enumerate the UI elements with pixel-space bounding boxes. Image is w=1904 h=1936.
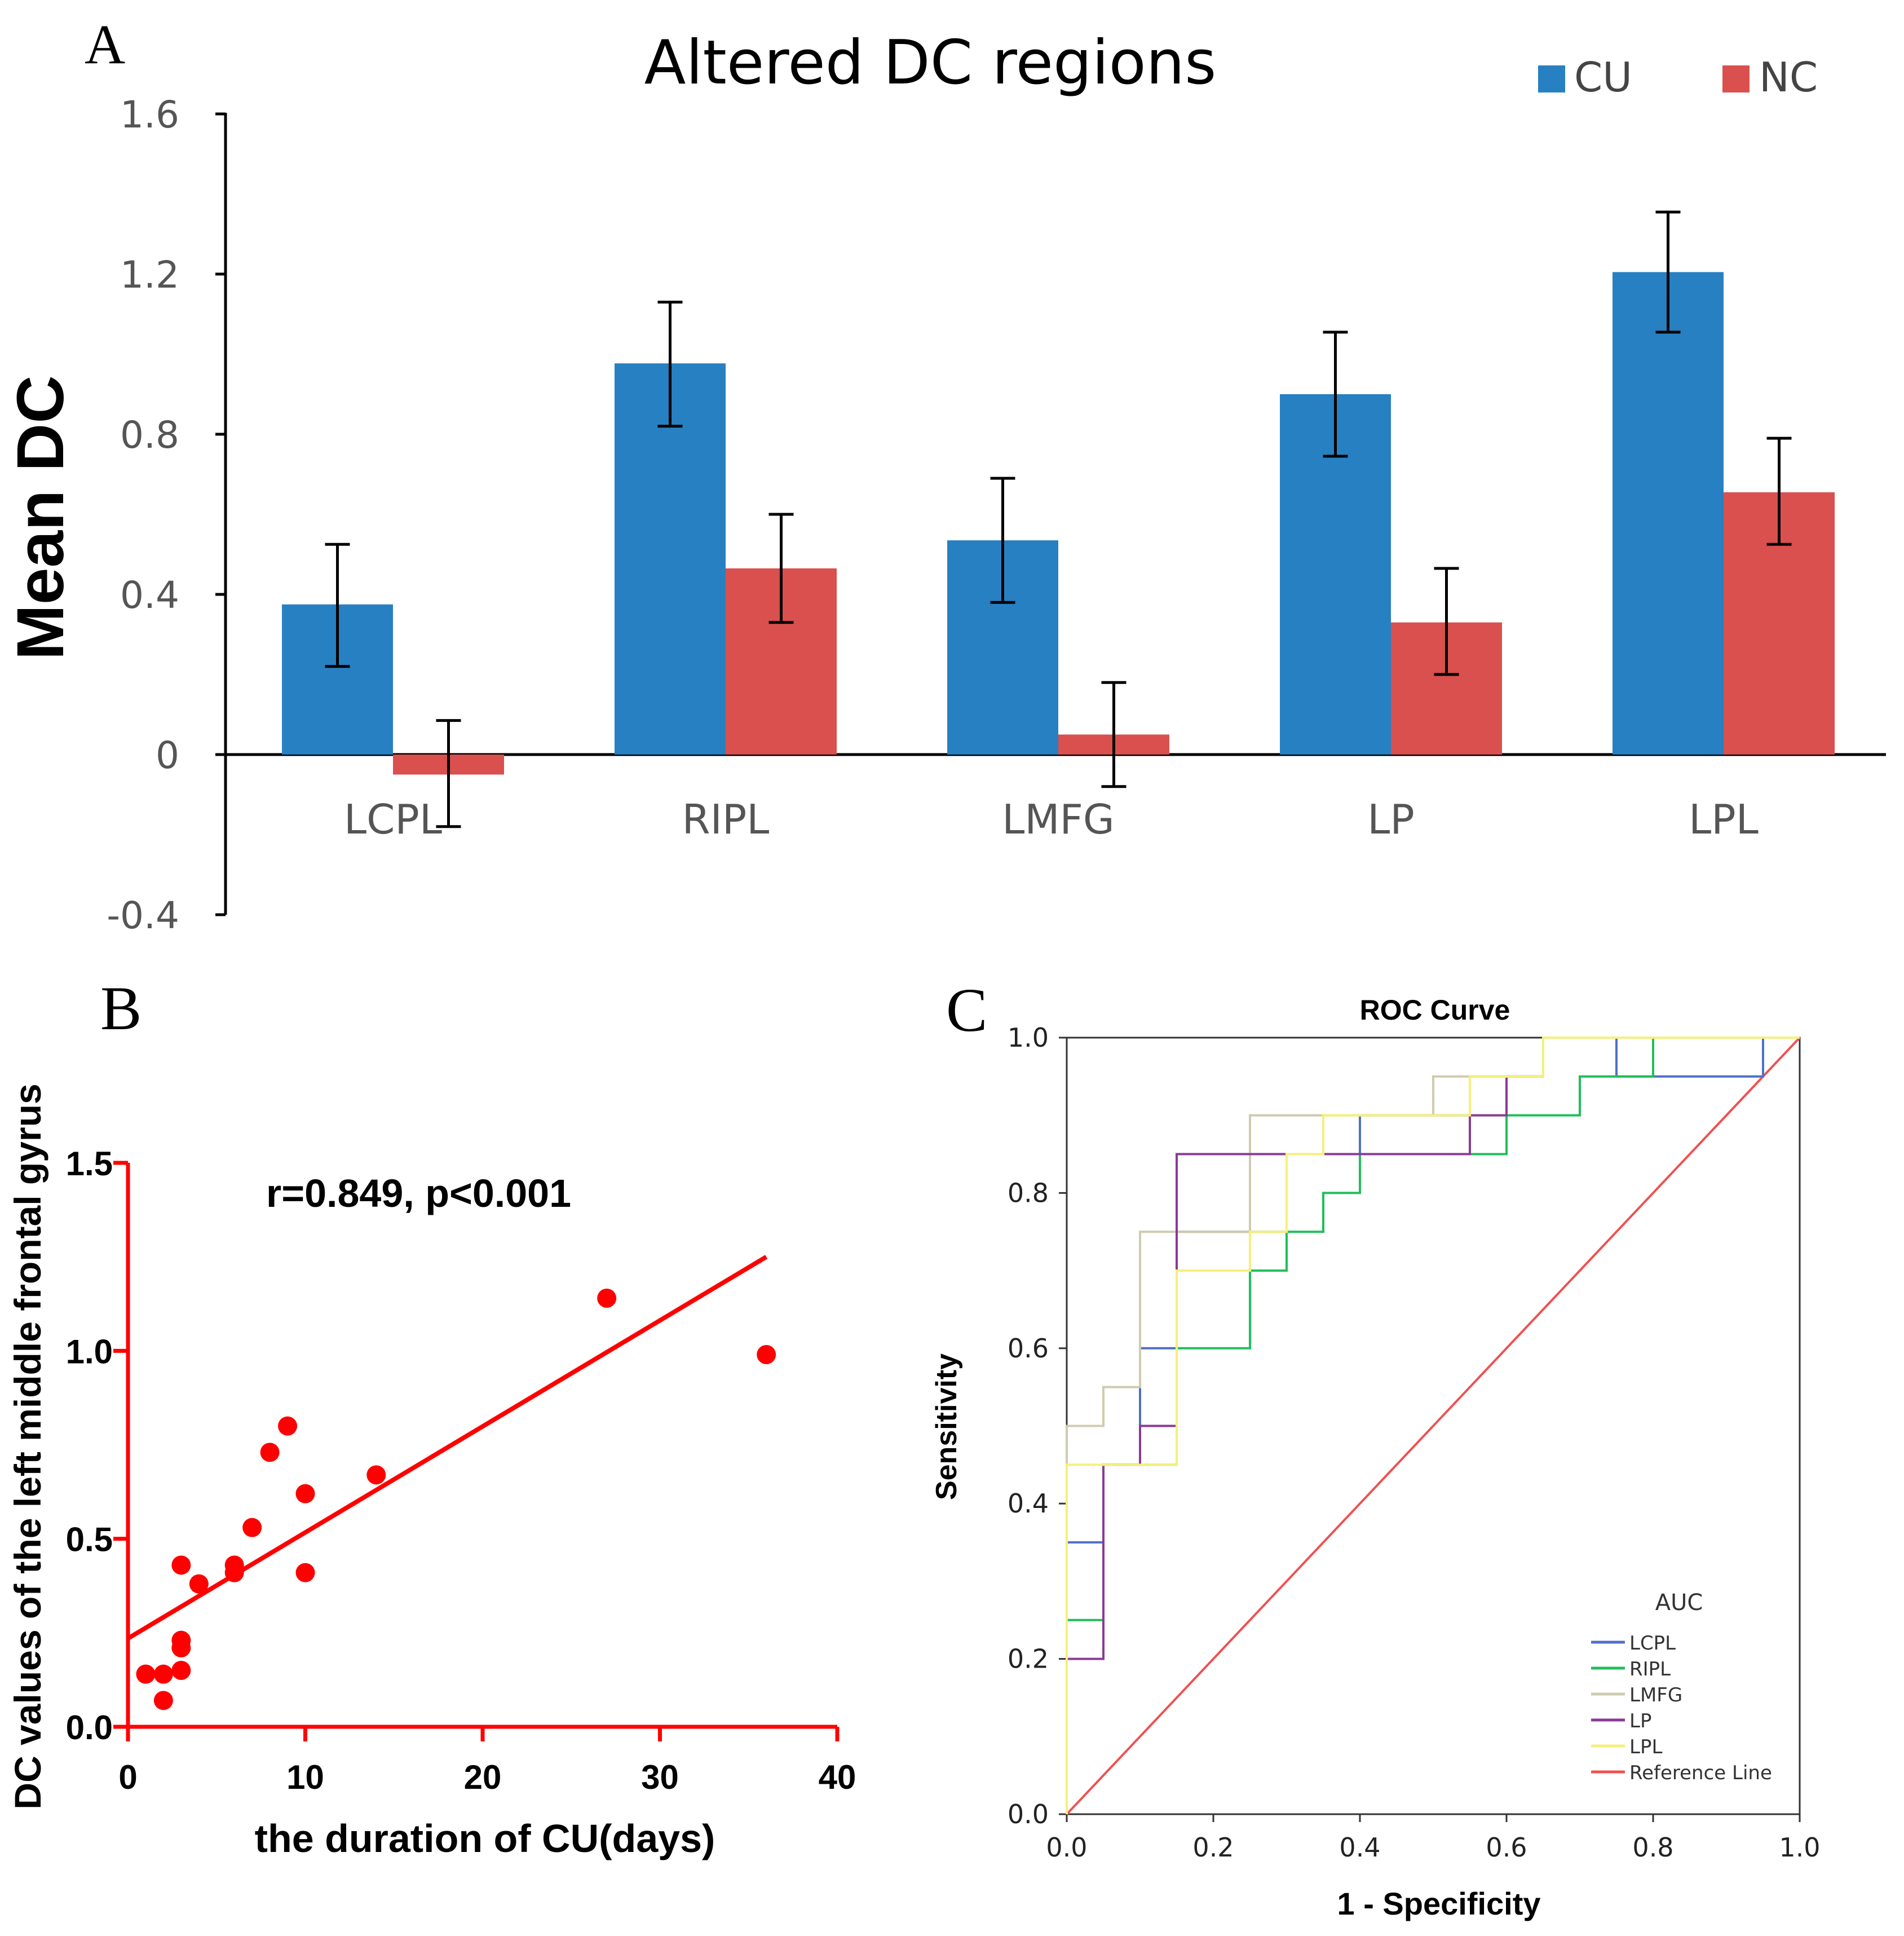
x-tick-label: 0.4 bbox=[1339, 1832, 1380, 1863]
data-point bbox=[242, 1518, 262, 1537]
legend-nc-label: NC bbox=[1759, 54, 1818, 101]
roc-curve-reference-line bbox=[1066, 1037, 1801, 1815]
x-category-label: LP bbox=[1367, 796, 1415, 843]
panel-b-fit bbox=[126, 1255, 768, 1640]
legend-label: LP bbox=[1629, 1710, 1651, 1732]
panel-a-y-ticks: -0.4 0 0.4 0.8 1.2 1.6 bbox=[107, 93, 226, 937]
y-tick-label: 0 bbox=[156, 734, 179, 777]
panel-c-ylabel: Sensitivity bbox=[930, 1353, 963, 1500]
data-point bbox=[171, 1661, 191, 1680]
panel-c-lines bbox=[1066, 1037, 1801, 1815]
panel-c-label: C bbox=[946, 976, 987, 1044]
y-tick-label: 0.8 bbox=[1008, 1178, 1049, 1208]
panel-a-ylabel: Mean DC bbox=[3, 376, 78, 660]
panel-a: A Altered DC regions CU NC Mean DC -0.4 0… bbox=[3, 13, 1886, 937]
x-category-label: LPL bbox=[1689, 796, 1759, 843]
x-tick-label: 30 bbox=[641, 1758, 679, 1796]
data-point bbox=[189, 1574, 209, 1594]
data-point bbox=[153, 1691, 173, 1710]
data-point bbox=[171, 1630, 191, 1650]
legend-label: LMFG bbox=[1629, 1684, 1682, 1706]
x-tick-label: 20 bbox=[464, 1758, 502, 1796]
y-tick-label: 0.0 bbox=[66, 1709, 113, 1747]
y-tick-label: 0.4 bbox=[1008, 1488, 1049, 1519]
data-point bbox=[295, 1484, 315, 1503]
x-tick-label: 0.2 bbox=[1192, 1832, 1234, 1863]
y-tick-label: 1.6 bbox=[120, 93, 179, 136]
panel-c-xlabel: 1 - Specificity bbox=[1337, 1886, 1540, 1921]
legend-cu-swatch bbox=[1538, 65, 1565, 92]
y-tick-label: 1.0 bbox=[1008, 1022, 1049, 1053]
roc-curve-lpl bbox=[1066, 1037, 1800, 1814]
y-tick-label: 0.6 bbox=[1008, 1333, 1049, 1364]
y-tick-label: 1.5 bbox=[66, 1145, 113, 1183]
data-point bbox=[295, 1563, 315, 1582]
y-tick-label: 0.0 bbox=[1008, 1799, 1049, 1829]
panel-c-title: ROC Curve bbox=[1360, 994, 1510, 1026]
panel-a-title: Altered DC regions bbox=[644, 28, 1217, 98]
data-point bbox=[366, 1465, 386, 1485]
x-tick-label: 0.0 bbox=[1046, 1832, 1087, 1863]
legend-label: Reference Line bbox=[1629, 1762, 1772, 1784]
legend-label: LPL bbox=[1629, 1736, 1662, 1758]
bar-cu-ripl bbox=[615, 363, 726, 755]
data-point bbox=[757, 1345, 776, 1364]
x-tick-label: 0 bbox=[118, 1758, 137, 1796]
data-point bbox=[278, 1416, 298, 1436]
x-tick-label: 0.8 bbox=[1632, 1832, 1673, 1863]
x-category-label: LMFG bbox=[1002, 796, 1114, 843]
data-point bbox=[224, 1555, 244, 1575]
x-tick-label: 0.6 bbox=[1486, 1832, 1527, 1863]
panel-c: C ROC Curve Sensitivity 1 - Specificity … bbox=[930, 976, 1821, 1921]
legend-label: RIPL bbox=[1629, 1658, 1671, 1681]
data-point bbox=[171, 1555, 191, 1575]
panel-b-ylabel: DC values of the left middle frontal gyr… bbox=[7, 1083, 48, 1809]
y-tick-label: 0.8 bbox=[120, 413, 179, 457]
panel-b-points bbox=[136, 1289, 776, 1710]
panel-b-label: B bbox=[100, 974, 142, 1043]
legend-cu-label: CU bbox=[1574, 54, 1632, 101]
y-tick-label: 0.2 bbox=[1008, 1644, 1049, 1674]
panel-b: B DC values of the left middle frontal g… bbox=[7, 974, 856, 1860]
y-tick-label: 0.5 bbox=[66, 1521, 113, 1559]
panel-c-legend: LCPL RIPL LMFG LP LPL Reference Line bbox=[1591, 1632, 1772, 1784]
data-point bbox=[260, 1443, 280, 1462]
regression-line bbox=[126, 1255, 768, 1640]
panel-a-bars bbox=[282, 210, 1835, 828]
data-point bbox=[597, 1289, 617, 1308]
panel-a-x-labels: LCPL RIPL LMFG LP LPL bbox=[344, 796, 1759, 843]
y-tick-label: 1.2 bbox=[120, 253, 179, 297]
data-point bbox=[153, 1664, 173, 1684]
x-category-label: RIPL bbox=[682, 796, 770, 843]
roc-legend-title: AUC bbox=[1655, 1590, 1703, 1616]
panel-b-xlabel: the duration of CU(days) bbox=[255, 1816, 715, 1860]
panel-c-ticks: 0.0 0.2 0.4 0.6 0.8 1.0 0.0 0.2 0.4 0.6 0.8 1.0 bbox=[1008, 1022, 1821, 1863]
y-tick-label: 1.0 bbox=[66, 1333, 113, 1370]
panel-a-label: A bbox=[85, 13, 125, 76]
panel-b-annotation: r=0.849, p<0.001 bbox=[266, 1171, 571, 1215]
x-tick-label: 1.0 bbox=[1779, 1832, 1820, 1863]
legend-nc-swatch bbox=[1722, 65, 1750, 92]
legend-label: LCPL bbox=[1629, 1632, 1676, 1655]
panel-b-ticks: 0.0 0.5 1.0 1.5 0 10 20 30 40 bbox=[66, 1145, 856, 1796]
bar-cu-lpl bbox=[1613, 272, 1724, 755]
data-point bbox=[136, 1664, 156, 1684]
x-tick-label: 40 bbox=[819, 1758, 856, 1796]
x-category-label: LCPL bbox=[344, 796, 442, 843]
y-tick-label: -0.4 bbox=[107, 894, 179, 937]
x-tick-label: 10 bbox=[286, 1758, 324, 1796]
y-tick-label: 0.4 bbox=[120, 574, 179, 617]
